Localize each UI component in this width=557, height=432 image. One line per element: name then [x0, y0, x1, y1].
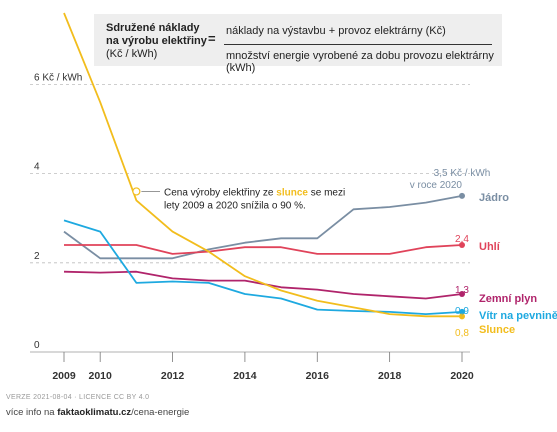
axis-labels: 0 2 4 6 Kč / kWh 2009 2010 2012 2014 2016 2018 202…	[34, 72, 474, 382]
series-line-4	[63, 12, 462, 318]
series-line-2	[63, 270, 463, 300]
series-endpoint-4	[459, 313, 465, 320]
y-tick-label: 0	[34, 340, 40, 351]
formula-box: Sdružené náklady na výrobu elektřiny (Kč…	[94, 14, 502, 74]
formula-lhs: Sdružené náklady na výrobu elektřiny (Kč…	[106, 22, 207, 61]
series-endpoint-0	[459, 192, 465, 199]
series-end-value-1: 2,4	[455, 234, 469, 245]
x-tick-label: 2012	[161, 370, 185, 382]
series-endpoint-1	[459, 241, 465, 248]
y-tick-label: 4	[34, 162, 40, 173]
footer-more-prefix: více info na	[6, 407, 58, 418]
annotation-line2: lety 2009 a 2020 snížila o 90 %.	[164, 200, 306, 211]
series-lines	[63, 12, 465, 320]
series-name-0: Jádro	[479, 192, 509, 204]
annotation-line1: Cena výroby elektřiny ze slunce se mezi	[164, 187, 345, 198]
series-end-value-2: 1,3	[455, 285, 469, 296]
x-tick-label: 2010	[89, 370, 113, 382]
series-line-1	[64, 244, 463, 255]
formula-numerator: náklady na výstavbu + provoz elektrárny …	[226, 25, 446, 37]
annotation-marker	[132, 187, 141, 196]
formula-lhs-unit: (Kč / kWh)	[106, 48, 158, 60]
x-tick-label: 2018	[378, 370, 402, 382]
annotation: Cena výroby elektřiny ze slunce se mezil…	[132, 187, 345, 211]
formula-equals: =	[208, 31, 216, 46]
footer-more-path[interactable]: /cena-energie	[131, 407, 190, 418]
series-line-3	[63, 219, 463, 315]
formula-fraction-line	[224, 44, 492, 45]
x-tick-label: 2009	[52, 370, 76, 382]
series-name-2: Zemní plyn	[479, 293, 537, 305]
footer-more-info[interactable]: více info na faktaoklimatu.cz/cena-energ…	[6, 407, 189, 418]
series-line-0	[63, 195, 463, 260]
annotation-text-after: se mezi	[308, 187, 345, 198]
formula-denominator: množství energie vyrobené za dobu provoz…	[226, 50, 494, 74]
x-tick-label: 2020	[450, 370, 474, 382]
series-endpoint-3	[459, 308, 465, 315]
x-tick-label: 2016	[306, 370, 330, 382]
annotation-text-before: Cena výroby elektřiny ze	[164, 187, 276, 198]
series-name-4: Slunce	[479, 324, 515, 336]
footer-more-site[interactable]: faktaoklimatu.cz	[57, 407, 132, 418]
formula-lhs-line1: Sdružené náklady	[106, 22, 200, 34]
series-end-note-0: v roce 2020	[410, 180, 463, 191]
y-tick-label: 6 Kč / kWh	[34, 72, 82, 83]
y-tick-label: 2	[34, 251, 40, 262]
footer-meta: VERZE 2021-08-04 · LICENCE CC BY 4.0	[6, 394, 150, 401]
series-end-value-3: 0,9	[455, 306, 469, 317]
series-end-value-0: 3,5 Kč / kWh	[434, 168, 491, 179]
series-end-value-4: 0,8	[455, 328, 469, 339]
annotation-highlight: slunce	[276, 187, 308, 198]
formula-lhs-line2: na výrobu elektřiny	[106, 35, 207, 47]
series-endpoint-2	[459, 291, 465, 298]
series-name-3: Vítr na pevnině	[479, 310, 557, 322]
grid-lines	[30, 84, 470, 362]
x-tick-label: 2014	[233, 370, 257, 382]
series-name-1: Uhlí	[479, 241, 501, 253]
